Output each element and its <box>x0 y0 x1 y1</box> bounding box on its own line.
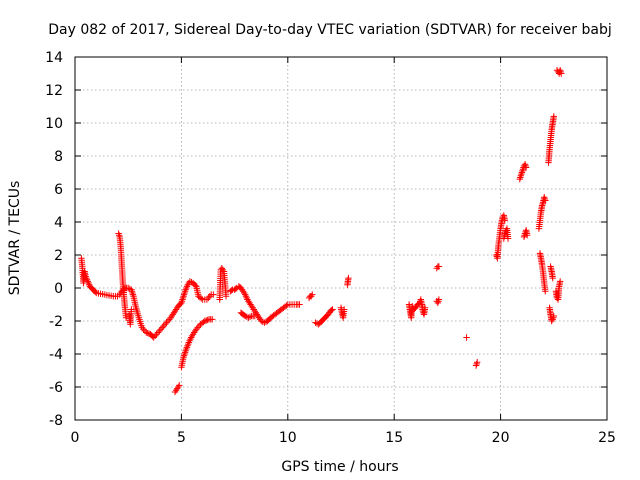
data-point <box>296 301 303 308</box>
plot-area-border <box>74 56 608 421</box>
data-point <box>144 329 151 337</box>
data-point <box>421 304 429 311</box>
data-point <box>176 382 183 389</box>
y-axis-label: SDTVAR / TECUs <box>7 181 23 296</box>
x-tick-label: 10 <box>279 430 297 446</box>
data-point <box>203 317 210 324</box>
data-point <box>463 334 470 341</box>
data-point <box>522 164 530 171</box>
y-tick-label: -2 <box>49 314 63 330</box>
grid-lines <box>75 57 607 420</box>
data-point <box>473 359 481 366</box>
data-point <box>435 296 443 303</box>
data-point <box>550 113 557 120</box>
data-point <box>283 302 290 309</box>
data-point <box>524 232 531 239</box>
data-point <box>209 316 216 323</box>
y-tick-label: 10 <box>45 116 63 132</box>
data-point <box>328 307 335 314</box>
y-tick-label: 0 <box>54 281 63 297</box>
data-point <box>329 306 336 313</box>
y-tick-label: 4 <box>54 215 63 231</box>
y-tick-label: 2 <box>54 248 63 264</box>
data-point <box>177 300 184 308</box>
data-point <box>222 293 230 300</box>
y-tick-label: -4 <box>49 347 63 363</box>
data-point <box>556 278 564 285</box>
y-tick-label: 12 <box>45 83 63 99</box>
data-point <box>120 285 128 293</box>
data-point <box>251 312 259 320</box>
x-tick-label: 20 <box>492 430 510 446</box>
data-point <box>542 288 549 295</box>
data-point <box>309 291 316 298</box>
y-tick-label: 8 <box>54 149 63 165</box>
data-point <box>435 263 443 270</box>
data-point <box>204 316 211 324</box>
y-tick-label: 6 <box>54 182 63 198</box>
data-point <box>504 235 512 242</box>
data-point <box>501 217 509 224</box>
data-point <box>92 288 99 296</box>
data-point <box>128 306 135 313</box>
x-tick-label: 5 <box>177 430 186 446</box>
x-axis-label: GPS time / hours <box>281 459 398 475</box>
data-point <box>198 295 205 302</box>
x-tick-label: 15 <box>385 430 403 446</box>
data-points <box>78 67 565 396</box>
data-point <box>201 317 209 325</box>
y-tick-label: -6 <box>49 380 63 396</box>
chart-title: Day 082 of 2017, Sidereal Day-to-day VTE… <box>48 22 611 38</box>
data-point <box>143 329 150 336</box>
data-point <box>558 70 565 77</box>
y-tick-label: 14 <box>45 50 63 66</box>
x-tick-label: 25 <box>598 430 616 446</box>
x-tick-label: 0 <box>71 430 80 446</box>
data-point <box>550 312 557 320</box>
data-point <box>210 291 217 298</box>
data-point <box>246 313 254 321</box>
data-point <box>345 274 352 282</box>
y-tick-label: -8 <box>49 413 63 429</box>
data-point <box>192 282 199 289</box>
data-point <box>228 287 235 294</box>
data-point <box>549 274 556 282</box>
data-point <box>340 306 348 313</box>
data-point <box>542 197 549 204</box>
